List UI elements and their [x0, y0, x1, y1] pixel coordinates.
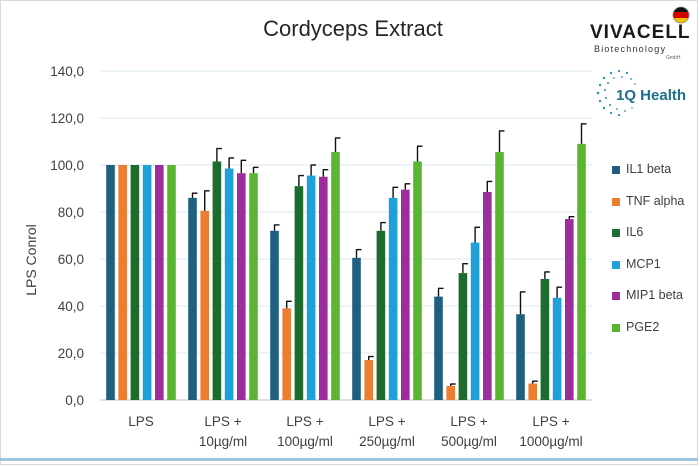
- x-tick-label: LPS +: [204, 414, 241, 429]
- x-tick-label: LPS +: [532, 414, 569, 429]
- y-tick-label: 20,0: [58, 346, 84, 361]
- bar: [352, 257, 361, 400]
- x-tick-label: LPS: [128, 414, 154, 429]
- y-tick-label: 60,0: [58, 252, 84, 267]
- bar: [528, 383, 537, 400]
- german-flag-icon: [672, 6, 690, 24]
- bottom-rule: [0, 458, 698, 461]
- legend-item: PGE2: [612, 320, 700, 336]
- legend-swatch: [612, 166, 620, 174]
- bar: [458, 273, 468, 400]
- gridlines: [100, 70, 592, 401]
- legend-label: PGE2: [626, 319, 660, 334]
- bar: [188, 197, 197, 400]
- bar: [306, 175, 316, 400]
- legend-swatch: [612, 229, 620, 237]
- y-tick-label: 40,0: [58, 299, 84, 314]
- legend-swatch: [612, 260, 620, 269]
- bar: [552, 297, 562, 400]
- iq-health-logo: 1Q Health: [590, 68, 694, 118]
- bar: [516, 314, 525, 400]
- legend-swatch: [612, 197, 620, 206]
- x-tick-label: LPS +: [368, 414, 405, 429]
- vivacell-logo-name: VIVACELL: [590, 22, 691, 43]
- bar: [224, 168, 234, 400]
- x-tick-label: 250µg/ml: [359, 434, 415, 449]
- vivacell-logo-gmbh: GmbH: [666, 55, 681, 61]
- bar: [106, 165, 115, 400]
- legend-item: MIP1 beta: [612, 288, 700, 304]
- y-axis-label: LPS Conrol: [23, 224, 39, 296]
- legend-label: MIP1 beta: [626, 288, 683, 302]
- bar: [413, 161, 422, 400]
- x-tick-label: 500µg/ml: [441, 434, 497, 449]
- bar: [118, 165, 127, 400]
- x-tick-label: LPS +: [286, 414, 323, 429]
- y-tick-label: 80,0: [58, 205, 84, 220]
- y-axis-ticks: 0,0 20,0 40,0 60,0 80,0 100,0 120,0 140,0: [50, 64, 84, 408]
- bar: [237, 173, 246, 400]
- y-tick-label: 140,0: [50, 64, 84, 79]
- legend-label: IL6: [626, 225, 644, 239]
- bar: [388, 197, 398, 400]
- bar: [331, 152, 340, 400]
- legend-item: MCP1: [612, 257, 700, 273]
- bar: [294, 186, 304, 400]
- y-tick-label: 120,0: [50, 111, 84, 126]
- bar: [167, 165, 176, 400]
- vivacell-logo: VIVACELL Biotechnology GmbH: [590, 6, 694, 61]
- bar: [434, 296, 443, 400]
- bar: [319, 176, 328, 400]
- bar: [565, 219, 574, 400]
- bar: [364, 360, 373, 400]
- legend-item: IL6: [612, 225, 700, 241]
- x-axis-ticks: LPS LPS + 10µg/ml LPS + 100µg/ml LPS + 250µg/m…: [128, 414, 582, 449]
- bar: [200, 210, 209, 400]
- bar: [401, 189, 410, 400]
- legend-item: IL1 beta: [612, 162, 700, 178]
- x-tick-label: 100µg/ml: [277, 434, 333, 449]
- bar: [577, 143, 586, 400]
- bar: [483, 192, 492, 400]
- legend-swatch: [612, 292, 620, 300]
- bar: [155, 165, 164, 400]
- vivacell-logo-subtitle: Biotechnology: [594, 44, 667, 54]
- bar: [249, 173, 258, 400]
- y-tick-label: 100,0: [50, 158, 84, 173]
- bar: [540, 278, 550, 400]
- iq-health-logo-name: 1Q Health: [616, 87, 687, 104]
- bar: [470, 242, 480, 400]
- bars: [106, 123, 587, 400]
- legend-label: IL1 beta: [626, 162, 672, 176]
- chart-title: Cordyceps Extract: [263, 16, 443, 41]
- bar: [376, 230, 386, 400]
- bar: [446, 385, 455, 400]
- x-tick-label: 10µg/ml: [199, 434, 247, 449]
- bar: [282, 308, 291, 400]
- legend-swatch: [612, 323, 620, 332]
- y-tick-label: 0,0: [65, 393, 84, 408]
- bar: [270, 230, 279, 400]
- iq-health-dots-icon: [596, 69, 636, 117]
- x-tick-label: LPS +: [450, 414, 487, 429]
- bar: [130, 165, 140, 400]
- legend-label: MCP1: [626, 256, 661, 271]
- legend-label: TNF alpha: [626, 193, 685, 208]
- x-tick-label: 1000µg/ml: [519, 434, 582, 449]
- bar: [495, 152, 504, 400]
- bar: [212, 161, 222, 400]
- legend-item: TNF alpha: [612, 194, 700, 210]
- bar: [142, 165, 152, 400]
